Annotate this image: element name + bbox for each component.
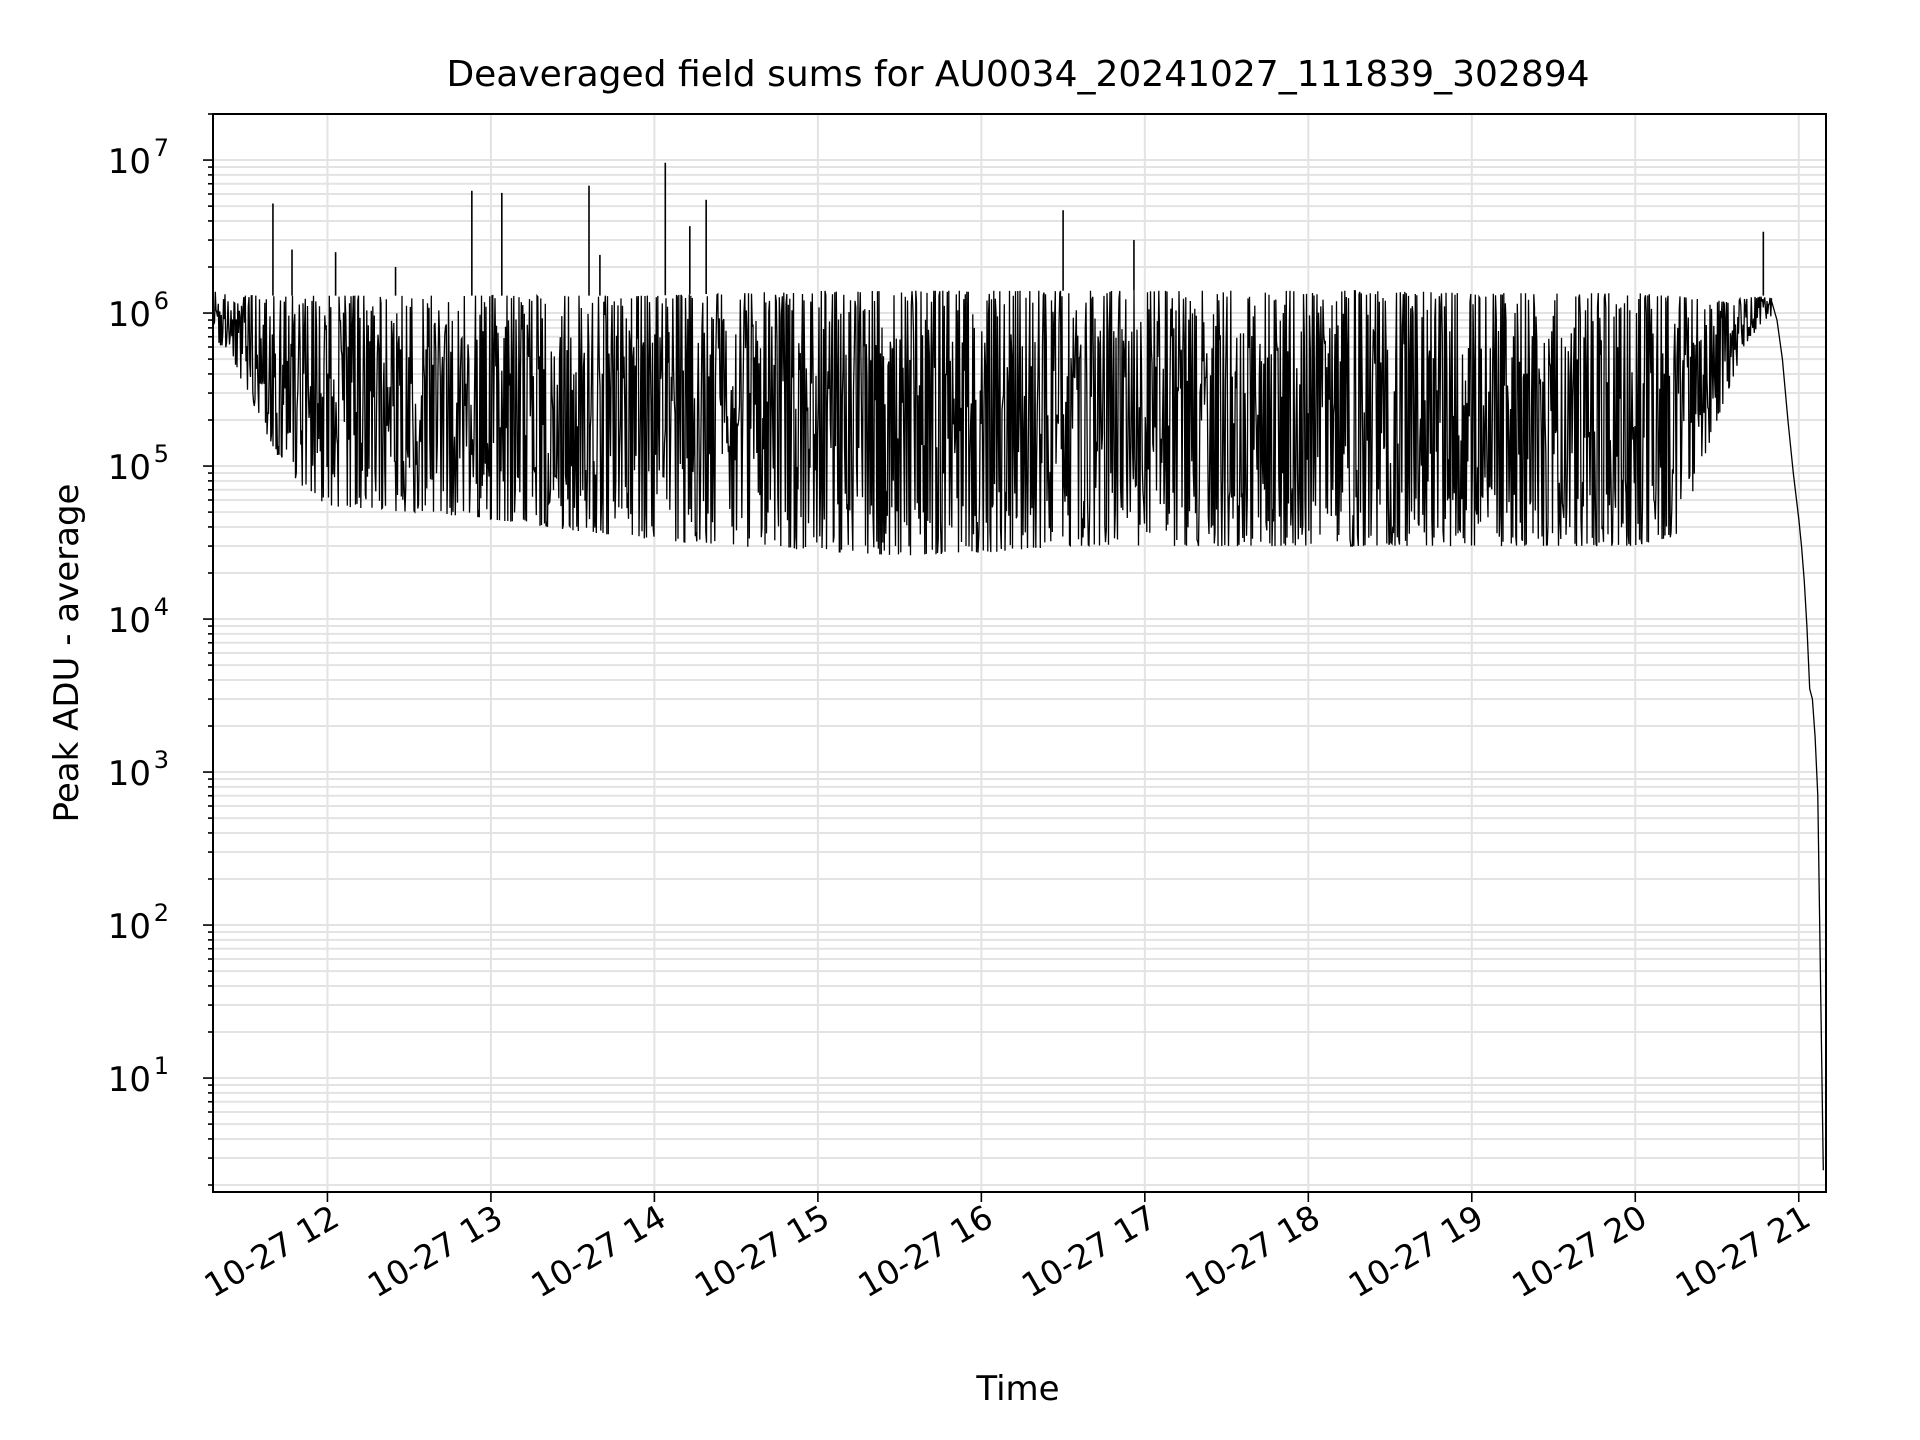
y-tick-label-exponent: 3 — [154, 746, 169, 774]
y-tick-label: 10 — [108, 601, 151, 641]
y-tick-label-base: 10 — [108, 142, 151, 182]
y-tick-label-base: 10 — [108, 295, 151, 335]
y-tick-label-exponent: 2 — [154, 899, 169, 927]
grid-layer — [213, 113, 1826, 1192]
y-tick-label-exponent: 1 — [154, 1052, 169, 1080]
y-axis-label: Peak ADU - average — [47, 484, 87, 823]
y-tick-label-base: 10 — [108, 448, 151, 488]
series-line — [212, 289, 1824, 1171]
y-tick-label-exponent: 6 — [154, 287, 169, 315]
chart-title: Deaveraged field sums for AU0034_2024102… — [446, 54, 1589, 95]
plot-data — [212, 162, 1824, 1171]
x-axis-label: Time — [975, 1369, 1059, 1409]
y-tick-label: 10 — [108, 295, 151, 335]
y-tick-label-exponent: 5 — [154, 440, 169, 468]
y-tick-label: 10 — [108, 907, 151, 947]
y-tick-label: 10 — [108, 754, 151, 794]
y-tick-label-base: 10 — [108, 1060, 151, 1100]
y-tick-label-base: 10 — [108, 907, 151, 947]
y-tick-label-base: 10 — [108, 601, 151, 641]
y-tick-label: 10 — [108, 448, 151, 488]
y-tick-label: 10 — [108, 142, 151, 182]
y-tick-label: 10 — [108, 1060, 151, 1100]
y-tick-label-exponent: 4 — [154, 593, 169, 621]
y-tick-label-exponent: 7 — [154, 134, 169, 162]
y-tick-label-base: 10 — [108, 754, 151, 794]
